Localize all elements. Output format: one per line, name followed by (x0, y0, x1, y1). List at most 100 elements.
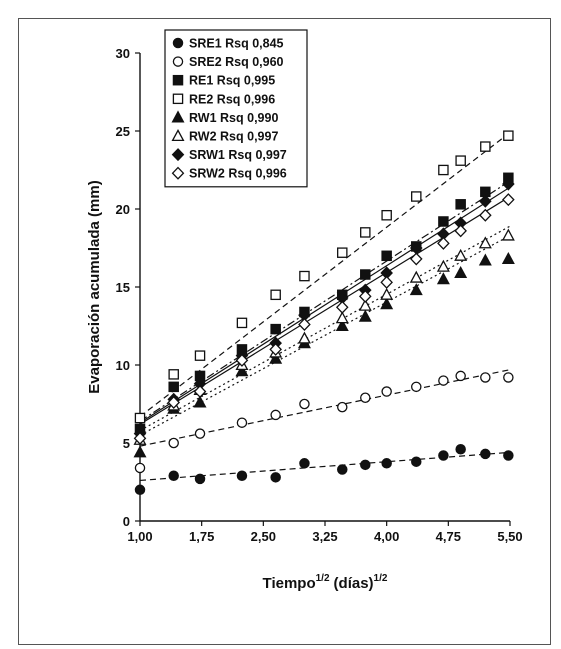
data-point-series-1 (236, 470, 248, 482)
legend-label: RW1 Rsq 0,990 (189, 111, 278, 125)
data-point-series-2 (455, 370, 466, 382)
data-point-series-4 (168, 369, 179, 380)
data-point-series-2 (337, 401, 348, 413)
legend-marker (172, 56, 184, 67)
data-point-series-8 (437, 236, 450, 250)
data-point-series-2 (236, 417, 248, 428)
data-point-series-5 (269, 351, 283, 364)
data-point-series-1 (134, 484, 146, 496)
legend: SRE1 Rsq 0,845 SRE2 Rsq 0,960 RE1 Rsq 0,99… (164, 29, 308, 188)
data-point-series-8 (269, 342, 282, 356)
data-point-series-8 (235, 353, 249, 367)
data-point-series-8 (335, 300, 349, 314)
data-point-series-8 (380, 275, 393, 289)
data-point-series-1 (455, 443, 466, 455)
trend-line-series-7 (139, 186, 511, 424)
data-point-series-4 (299, 270, 310, 282)
legend-marker (171, 166, 185, 180)
figure-frame (18, 18, 551, 645)
legend-marker (171, 129, 185, 142)
x-axis-title-unit: (días) (334, 575, 374, 592)
data-point-series-4 (480, 141, 491, 152)
data-point-series-1 (270, 472, 281, 483)
data-point-series-1 (299, 458, 310, 469)
x-axis-title-unit-sup: 1/2 (374, 573, 388, 584)
data-point-series-2 (194, 428, 206, 439)
legend-box (164, 29, 308, 188)
data-point-series-4 (134, 412, 146, 424)
data-points (133, 130, 515, 496)
x-tick-label: 5,50 (497, 529, 522, 544)
data-point-series-2 (381, 386, 392, 397)
tick-labels: 0 5 10 15 20 25 30 1,00 1,75 2,50 3,25 4,00 4,75 5,50 (116, 46, 523, 544)
data-point-series-3 (381, 250, 392, 262)
data-point-series-5 (193, 395, 207, 408)
data-point-series-2 (134, 462, 146, 474)
data-point-series-4 (360, 227, 371, 238)
data-point-series-2 (438, 375, 449, 386)
data-point-series-5 (478, 253, 492, 266)
legend-label: SRW1 Rsq 0,997 (189, 148, 287, 162)
y-tick-label: 5 (123, 436, 130, 451)
y-tick-label: 30 (116, 46, 130, 61)
x-axis-title: Tiempo1/2 (días)1/2 (263, 573, 388, 592)
data-point-series-3 (438, 216, 449, 227)
legend-label: RE1 Rsq 0,995 (189, 74, 275, 88)
data-point-series-4 (270, 289, 281, 301)
y-tick-label: 20 (116, 202, 130, 217)
data-point-series-8 (409, 252, 423, 266)
data-point-series-8 (454, 224, 467, 238)
data-point-series-6 (409, 270, 423, 283)
legend-marker (171, 148, 185, 162)
data-point-series-2 (299, 398, 310, 410)
data-point-series-5 (409, 283, 423, 296)
data-point-series-5 (454, 265, 468, 279)
data-point-series-8 (358, 289, 372, 303)
legend-marker (171, 110, 185, 123)
data-point-series-4 (455, 155, 466, 166)
data-point-series-6 (478, 236, 492, 249)
legend-label: RE2 Rsq 0,996 (189, 92, 275, 106)
data-point-series-6 (335, 311, 349, 324)
data-point-series-5 (380, 297, 394, 310)
trend-line-series-6 (139, 225, 511, 432)
x-tick-label: 4,75 (436, 529, 461, 544)
y-tick-label: 15 (116, 280, 130, 295)
data-point-series-3 (270, 323, 281, 335)
data-point-series-2 (480, 372, 491, 383)
trend-line-series-3 (139, 180, 511, 422)
data-point-series-4 (194, 350, 206, 361)
x-tick-label: 4,00 (374, 529, 399, 544)
x-tick-label: 3,25 (312, 529, 337, 544)
data-point-series-4 (337, 247, 348, 258)
data-point-series-6 (501, 228, 515, 241)
data-point-series-6 (358, 298, 372, 311)
data-point-series-8 (502, 193, 515, 207)
data-point-series-4 (411, 191, 422, 202)
data-point-series-5 (133, 445, 147, 458)
data-point-series-6 (436, 259, 450, 272)
y-axis-title: Evaporación acumulada (mm) (86, 180, 103, 393)
data-point-series-5 (358, 309, 372, 322)
data-point-series-1 (480, 448, 491, 460)
legend-label: SRW2 Rsq 0,996 (189, 167, 287, 181)
data-point-series-3 (360, 269, 371, 280)
data-point-series-1 (503, 450, 514, 461)
x-tick-label: 1,00 (127, 529, 152, 544)
data-point-series-7 (479, 194, 492, 208)
data-point-series-1 (360, 459, 371, 471)
data-point-series-2 (360, 392, 371, 404)
legend-label: SRE1 Rsq 0,845 (189, 37, 284, 51)
y-tick-label: 0 (123, 514, 130, 529)
legend-marker (172, 74, 184, 86)
data-point-series-1 (438, 450, 449, 461)
data-point-series-2 (411, 381, 422, 393)
data-point-series-8 (298, 317, 311, 331)
x-axis-title-sup: 1/2 (316, 573, 330, 584)
data-point-series-4 (503, 130, 514, 141)
data-point-series-8 (193, 384, 207, 399)
data-point-series-2 (270, 409, 281, 421)
data-point-series-7 (502, 177, 515, 191)
data-point-series-2 (503, 372, 514, 383)
data-point-series-6 (297, 331, 311, 344)
